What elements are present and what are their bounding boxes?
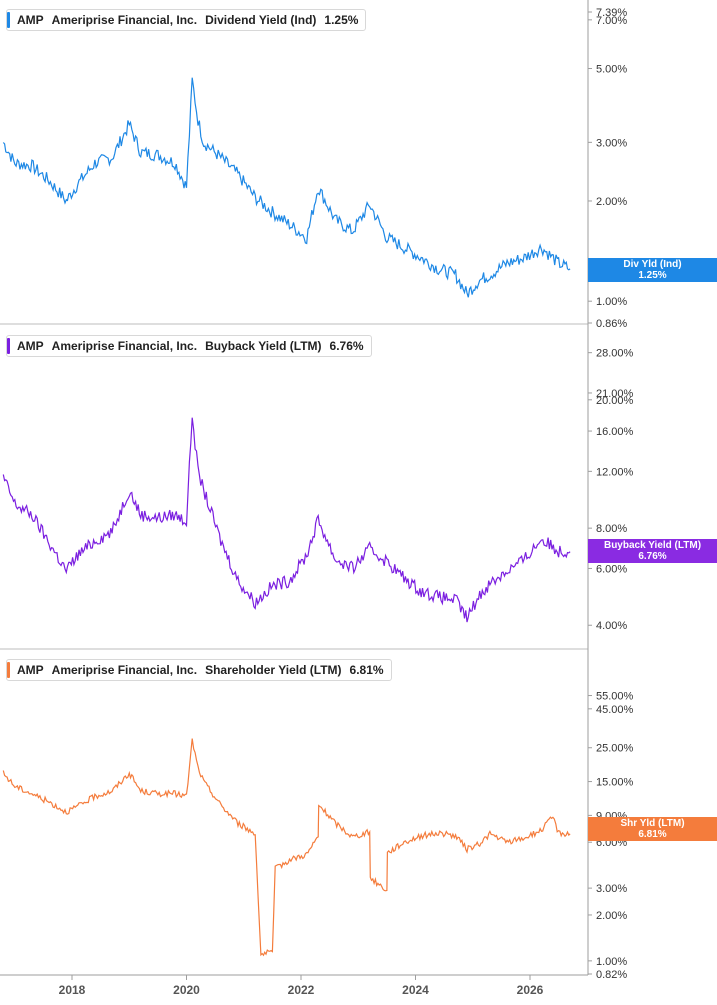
y-tick-label: 45.00% xyxy=(596,704,634,716)
current-value-tag-buyback: Buyback Yield (LTM) 6.76% xyxy=(588,539,717,563)
legend-value: 6.76% xyxy=(329,339,364,353)
y-tick-label: 55.00% xyxy=(596,691,634,703)
y-tick-label: 20.00% xyxy=(596,395,634,407)
series-line xyxy=(2,417,571,623)
y-tick-label: 6.00% xyxy=(596,563,627,575)
y-tick-label: 21.00% xyxy=(596,388,634,400)
legend-metric: Buyback Yield (LTM) xyxy=(205,339,322,353)
legend-metric: Shareholder Yield (LTM) xyxy=(205,663,342,677)
y-tick-label: 15.00% xyxy=(596,777,634,789)
y-tick-label: 12.00% xyxy=(596,466,634,478)
legend-buyback-yield: AMP Ameriprise Financial, Inc. Buyback Y… xyxy=(6,335,372,357)
y-tick-label: 1.00% xyxy=(596,956,627,968)
legend-company: Ameriprise Financial, Inc. xyxy=(51,663,198,677)
tag-label: Div Yld (Ind) xyxy=(623,259,682,270)
series-line xyxy=(2,738,571,957)
y-tick-label: 7.00% xyxy=(596,15,627,27)
y-tick-label: 8.00% xyxy=(596,523,627,535)
legend-dividend-yield: AMP Ameriprise Financial, Inc. Dividend … xyxy=(6,9,367,31)
y-tick-label: 7.39% xyxy=(596,7,627,19)
tag-value: 1.25% xyxy=(638,270,667,281)
tag-label: Buyback Yield (LTM) xyxy=(603,540,702,551)
tag-label: Shr Yld (LTM) xyxy=(620,818,685,829)
current-value-tag-shareholder: Shr Yld (LTM) 6.81% xyxy=(588,817,717,841)
y-tick-label: 25.00% xyxy=(596,743,634,755)
legend-value: 1.25% xyxy=(324,13,359,27)
series-line xyxy=(2,77,571,298)
y-tick-label: 28.00% xyxy=(596,348,634,360)
y-tick-label: 3.00% xyxy=(596,883,627,895)
legend-ticker: AMP xyxy=(17,663,44,677)
legend-shareholder-yield: AMP Ameriprise Financial, Inc. Sharehold… xyxy=(6,659,392,681)
x-tick-label: 2020 xyxy=(173,983,200,997)
y-tick-label: 3.00% xyxy=(596,137,627,149)
x-tick-label: 2026 xyxy=(517,983,544,997)
y-tick-label: 1.00% xyxy=(596,296,627,308)
x-tick-label: 2022 xyxy=(288,983,315,997)
legend-metric: Dividend Yield (Ind) xyxy=(205,13,317,27)
y-tick-label: 2.00% xyxy=(596,910,627,922)
y-tick-label: 16.00% xyxy=(596,426,634,438)
tag-value: 6.76% xyxy=(638,551,667,562)
legend-company: Ameriprise Financial, Inc. xyxy=(51,13,198,27)
legend-ticker: AMP xyxy=(17,339,44,353)
legend-swatch xyxy=(7,12,10,28)
legend-swatch xyxy=(7,338,10,354)
y-tick-label: 4.00% xyxy=(596,620,627,632)
tag-value: 6.81% xyxy=(638,829,667,840)
legend-value: 6.81% xyxy=(349,663,384,677)
legend-company: Ameriprise Financial, Inc. xyxy=(51,339,198,353)
x-tick-label: 2018 xyxy=(59,983,86,997)
x-tick-label: 2024 xyxy=(402,983,429,997)
y-tick-label: 0.82% xyxy=(596,969,627,981)
legend-ticker: AMP xyxy=(17,13,44,27)
y-tick-label: 2.00% xyxy=(596,196,627,208)
y-tick-label: 0.86% xyxy=(596,318,627,330)
y-tick-label: 5.00% xyxy=(596,63,627,75)
current-value-tag-dividend: Div Yld (Ind) 1.25% xyxy=(588,258,717,282)
legend-swatch xyxy=(7,662,10,678)
